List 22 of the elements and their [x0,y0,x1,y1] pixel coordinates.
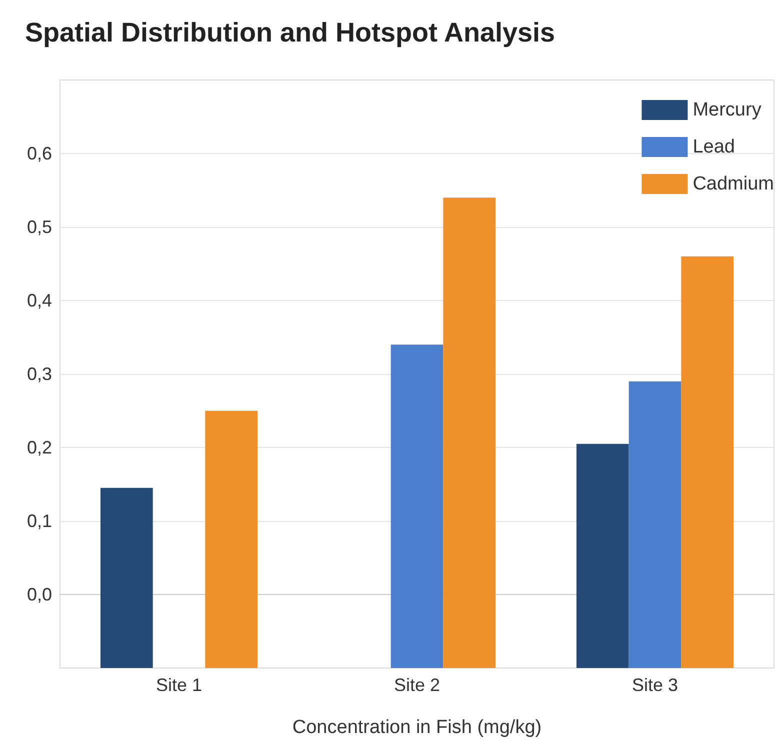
y-tick-label: 0,1 [26,511,52,531]
x-axis-title: Concentration in Fish (mg/kg) [292,717,542,738]
bar [100,488,153,668]
bar [576,444,629,668]
x-tick-label: Site 3 [632,675,678,695]
x-tick-label: Site 2 [394,675,440,695]
chart-title: Spatial Distribution and Hotspot Analysis [25,18,556,48]
legend-label: Lead [692,136,735,158]
bar [205,410,258,668]
y-tick-label: 0,4 [26,290,52,310]
y-tick-label: 0,2 [26,438,52,458]
bar [628,381,682,668]
legend-label: Cadmium [692,174,774,194]
bar [390,344,444,668]
bar [681,256,734,668]
y-tick-label: 0,6 [26,144,52,164]
y-tick-label: 0,5 [26,217,52,237]
bar [443,198,496,668]
y-tick-label: 0,0 [26,584,52,604]
x-tick-label: Site 1 [156,675,202,695]
legend-label: Mercury [692,100,762,120]
y-tick-label: 0,3 [26,364,52,384]
